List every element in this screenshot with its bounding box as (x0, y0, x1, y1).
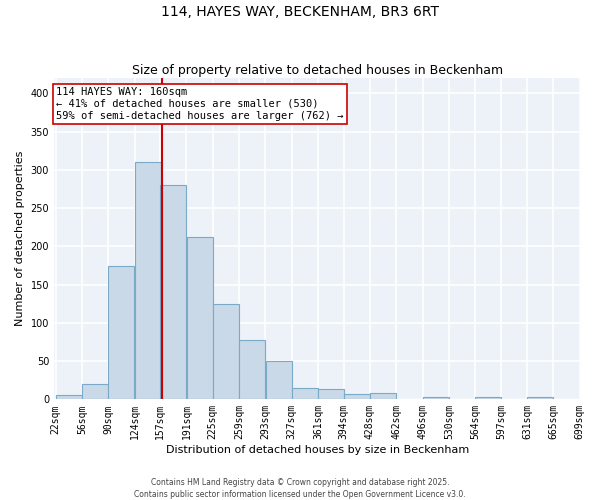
Bar (527, 397, 553, 400)
Bar (318, 390, 344, 400)
Bar (292, 388, 318, 400)
Title: Size of property relative to detached houses in Beckenham: Size of property relative to detached ho… (132, 64, 503, 77)
Bar (56, 394, 82, 400)
Bar (134, 162, 161, 400)
Bar (370, 393, 396, 400)
X-axis label: Distribution of detached houses by size in Beckenham: Distribution of detached houses by size … (166, 445, 469, 455)
Bar (160, 185, 187, 400)
Bar (266, 361, 292, 400)
Bar (187, 237, 212, 400)
Bar (475, 397, 502, 400)
Text: Contains HM Land Registry data © Crown copyright and database right 2025.
Contai: Contains HM Land Registry data © Crown c… (134, 478, 466, 499)
Y-axis label: Number of detached properties: Number of detached properties (15, 151, 25, 326)
Text: 114 HAYES WAY: 160sqm
← 41% of detached houses are smaller (530)
59% of semi-det: 114 HAYES WAY: 160sqm ← 41% of detached … (56, 88, 344, 120)
Bar (344, 394, 370, 400)
Bar (423, 397, 449, 400)
Bar (213, 304, 239, 400)
Bar (239, 340, 265, 400)
Bar (109, 266, 134, 400)
Text: 114, HAYES WAY, BECKENHAM, BR3 6RT: 114, HAYES WAY, BECKENHAM, BR3 6RT (161, 5, 439, 19)
Bar (82, 384, 108, 400)
